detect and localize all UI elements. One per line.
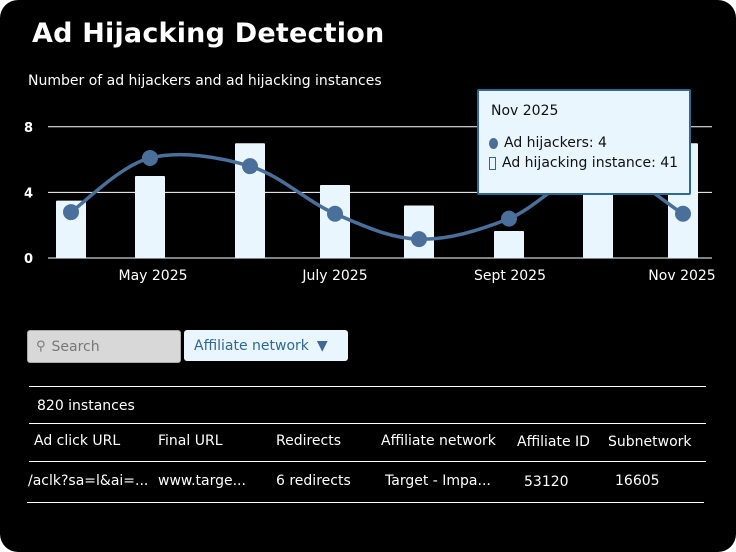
bar <box>235 143 265 258</box>
caret-down-icon: ▼ <box>316 337 328 354</box>
tooltip-title: Nov 2025 <box>491 103 559 119</box>
tooltip-hijackers: Ad hijackers: 4 <box>504 135 607 151</box>
line-point <box>63 204 79 221</box>
cell-subnetwork: 16605 <box>615 473 660 489</box>
instance-count: 820 instances <box>37 398 135 414</box>
y-tick-label: 0 <box>24 252 33 267</box>
column-header[interactable]: Subnetwork <box>608 434 692 450</box>
chart-tooltip: Nov 2025 Ad hijackers: 4 Ad hijacking in… <box>477 89 691 195</box>
tooltip-hijackers-row: Ad hijackers: 4 <box>489 135 607 151</box>
x-tick-label: Sept 2025 <box>474 268 546 284</box>
column-header[interactable]: Final URL <box>158 433 223 449</box>
column-header[interactable]: Affiliate network <box>381 433 496 449</box>
bar <box>135 176 165 258</box>
cell-final-url: www.targe... <box>158 473 246 489</box>
divider <box>29 423 706 424</box>
search-icon: ⚲ <box>36 339 46 354</box>
line-point <box>501 210 517 227</box>
line-point <box>142 149 158 166</box>
line-point <box>411 231 427 248</box>
tooltip-instances-row: Ad hijacking instance: 41 <box>489 155 678 171</box>
bar <box>494 230 524 258</box>
x-tick-label: May 2025 <box>118 268 187 284</box>
tooltip-instances: Ad hijacking instance: 41 <box>502 155 679 171</box>
divider <box>29 461 706 462</box>
column-header[interactable]: Ad click URL <box>34 433 121 449</box>
circle-legend-icon <box>489 137 498 149</box>
cell-ad-click-url: /aclk?sa=l&ai=... <box>28 473 149 489</box>
dropdown-label: Affiliate network <box>194 337 309 354</box>
cell-redirects: 6 redirects <box>276 473 351 489</box>
search-placeholder: Search <box>51 338 100 355</box>
bar <box>56 200 86 258</box>
cell-affiliate-id: 53120 <box>524 474 569 490</box>
y-tick-label: 4 <box>24 186 33 201</box>
x-tick-label: Nov 2025 <box>648 268 715 284</box>
chart-subtitle: Number of ad hijackers and ad hijacking … <box>28 73 382 89</box>
column-header[interactable]: Affiliate ID <box>517 434 590 450</box>
page-title: Ad Hijacking Detection <box>32 18 385 49</box>
search-input[interactable]: ⚲ Search <box>27 330 181 363</box>
affiliate-network-dropdown[interactable]: Affiliate network ▼ <box>184 330 348 361</box>
y-tick-label: 8 <box>24 121 33 136</box>
line-point <box>675 205 691 222</box>
bar-legend-icon <box>489 156 496 170</box>
line-point <box>327 205 343 222</box>
divider <box>27 502 704 503</box>
column-header[interactable]: Redirects <box>276 433 342 449</box>
x-tick-label: July 2025 <box>301 268 367 284</box>
divider <box>29 386 706 387</box>
line-point <box>242 158 258 175</box>
cell-affiliate-network: Target - Impa... <box>385 473 491 489</box>
